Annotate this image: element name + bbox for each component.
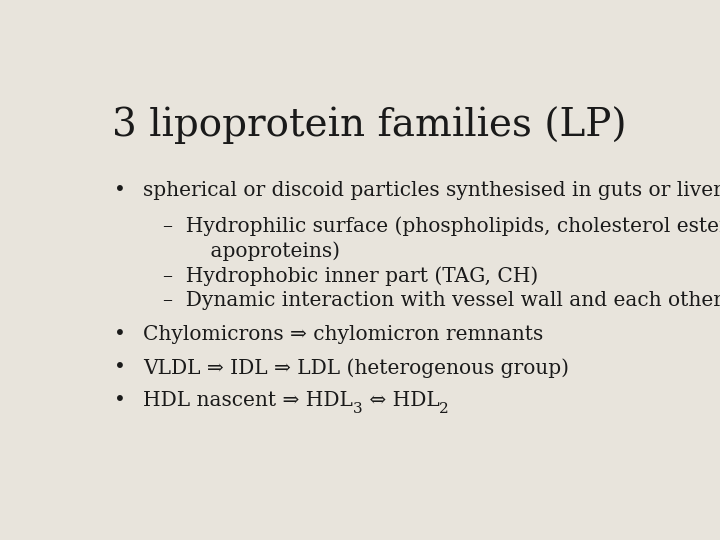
Text: ⇔ HDL: ⇔ HDL xyxy=(362,391,439,410)
Text: •: • xyxy=(114,325,126,343)
Text: 2: 2 xyxy=(439,402,449,416)
Text: spherical or discoid particles synthesised in guts or liver: spherical or discoid particles synthesis… xyxy=(143,181,720,200)
Text: HDL nascent ⇒ HDL: HDL nascent ⇒ HDL xyxy=(143,391,353,410)
Text: Chylomicrons ⇒ chylomicron remnants: Chylomicrons ⇒ chylomicron remnants xyxy=(143,325,544,343)
Text: 3: 3 xyxy=(353,402,362,416)
Text: –  Hydrophilic surface (phospholipids, cholesterol esters and: – Hydrophilic surface (phospholipids, ch… xyxy=(163,217,720,236)
Text: –  Dynamic interaction with vessel wall and each other: – Dynamic interaction with vessel wall a… xyxy=(163,292,720,310)
Text: apoproteins): apoproteins) xyxy=(185,241,340,261)
Text: •: • xyxy=(114,391,126,410)
Text: 3 lipoprotein families (LP): 3 lipoprotein families (LP) xyxy=(112,106,626,144)
Text: –  Hydrophobic inner part (TAG, CH): – Hydrophobic inner part (TAG, CH) xyxy=(163,266,538,286)
Text: VLDL ⇒ IDL ⇒ LDL (heterogenous group): VLDL ⇒ IDL ⇒ LDL (heterogenous group) xyxy=(143,358,569,377)
Text: •: • xyxy=(114,358,126,377)
Text: •: • xyxy=(114,181,126,200)
